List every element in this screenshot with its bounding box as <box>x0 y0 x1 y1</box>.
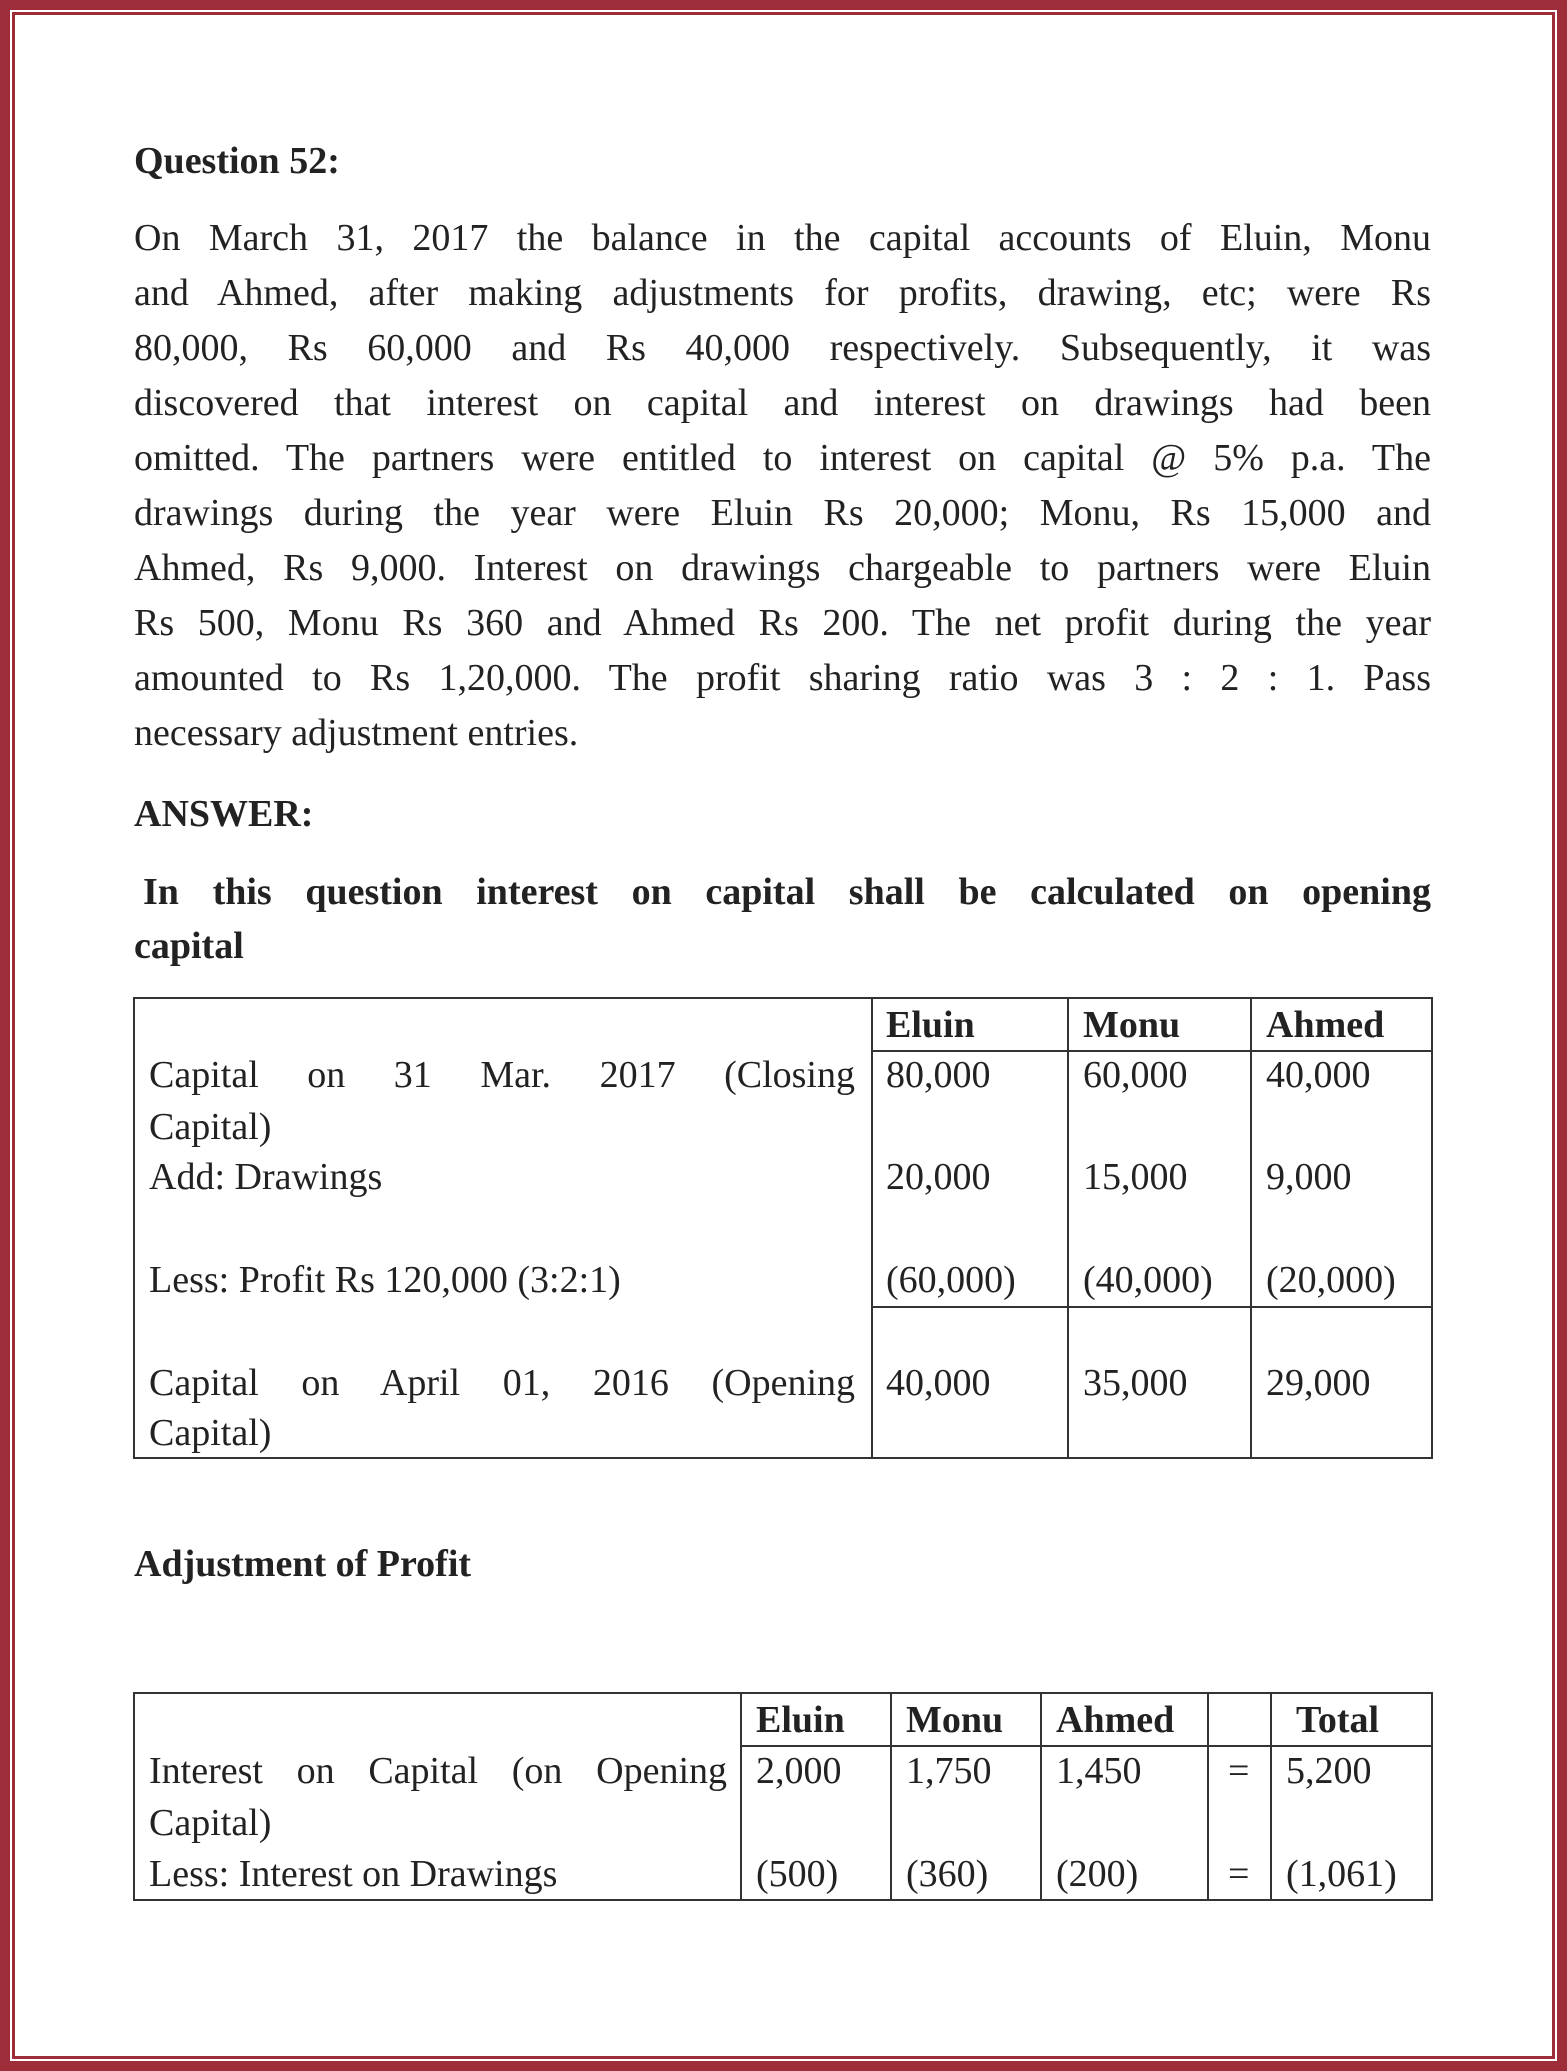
adjustment-heading: Adjustment of Profit <box>134 1543 472 1585</box>
question-line: On March 31, 2017 the balance in the cap… <box>134 217 1431 259</box>
cell: 40,000 <box>886 1362 991 1404</box>
note-line: capital <box>134 925 244 967</box>
page-inner-border <box>12 12 1555 2059</box>
header-eluin: Eluin <box>886 1004 975 1046</box>
equals-sign: = <box>1228 1853 1250 1895</box>
cell: 60,000 <box>1083 1054 1188 1096</box>
cell: 20,000 <box>886 1156 991 1198</box>
header-monu: Monu <box>906 1699 1004 1741</box>
row-label: Capital on April 01, 2016 (Opening <box>149 1362 855 1404</box>
row-label: Interest on Capital (on Opening <box>149 1750 727 1792</box>
question-title: Question 52: <box>134 140 340 182</box>
header-monu: Monu <box>1083 1004 1181 1046</box>
row-label: Capital on 31 Mar. 2017 (Closing <box>149 1054 855 1096</box>
row-label: Less: Interest on Drawings <box>149 1853 558 1895</box>
row-label: Capital) <box>149 1412 272 1454</box>
question-line: discovered that interest on capital and … <box>134 382 1431 424</box>
row-label: Capital) <box>149 1802 272 1844</box>
cell: (200) <box>1056 1853 1139 1895</box>
cell: (40,000) <box>1083 1259 1213 1301</box>
cell: 29,000 <box>1266 1362 1371 1404</box>
question-line: amounted to Rs 1,20,000. The profit shar… <box>134 657 1431 699</box>
cell: (20,000) <box>1266 1259 1396 1301</box>
equals-sign: = <box>1228 1750 1250 1792</box>
cell-total: (1,061) <box>1286 1853 1397 1895</box>
header-ahmed: Ahmed <box>1056 1699 1175 1741</box>
cell: 1,750 <box>906 1750 992 1792</box>
cell: 15,000 <box>1083 1156 1188 1198</box>
cell-total: 5,200 <box>1286 1750 1372 1792</box>
cell: (500) <box>756 1853 839 1895</box>
question-line: Rs 500, Monu Rs 360 and Ahmed Rs 200. Th… <box>134 602 1431 644</box>
header-ahmed: Ahmed <box>1266 1004 1385 1046</box>
row-label: Add: Drawings <box>149 1156 383 1198</box>
cell: 80,000 <box>886 1054 991 1096</box>
question-line: necessary adjustment entries. <box>134 712 579 754</box>
cell: 2,000 <box>756 1750 842 1792</box>
row-label: Less: Profit Rs 120,000 (3:2:1) <box>149 1259 621 1301</box>
question-line: drawings during the year were Eluin Rs 2… <box>134 492 1431 534</box>
question-line: Ahmed, Rs 9,000. Interest on drawings ch… <box>134 547 1431 589</box>
question-line: omitted. The partners were entitled to i… <box>134 437 1431 479</box>
cell: 35,000 <box>1083 1362 1188 1404</box>
cell: 1,450 <box>1056 1750 1142 1792</box>
answer-label: ANSWER: <box>134 793 314 835</box>
row-label: Capital) <box>149 1106 272 1148</box>
cell: 9,000 <box>1266 1156 1352 1198</box>
note-line: In this question interest on capital sha… <box>143 871 1431 913</box>
question-line: and Ahmed, after making adjustments for … <box>134 272 1431 314</box>
cell: (360) <box>906 1853 989 1895</box>
question-line: 80,000, Rs 60,000 and Rs 40,000 respecti… <box>134 327 1431 369</box>
cell: 40,000 <box>1266 1054 1371 1096</box>
cell: (60,000) <box>886 1259 1016 1301</box>
header-eluin: Eluin <box>756 1699 845 1741</box>
header-total: Total <box>1296 1699 1380 1741</box>
